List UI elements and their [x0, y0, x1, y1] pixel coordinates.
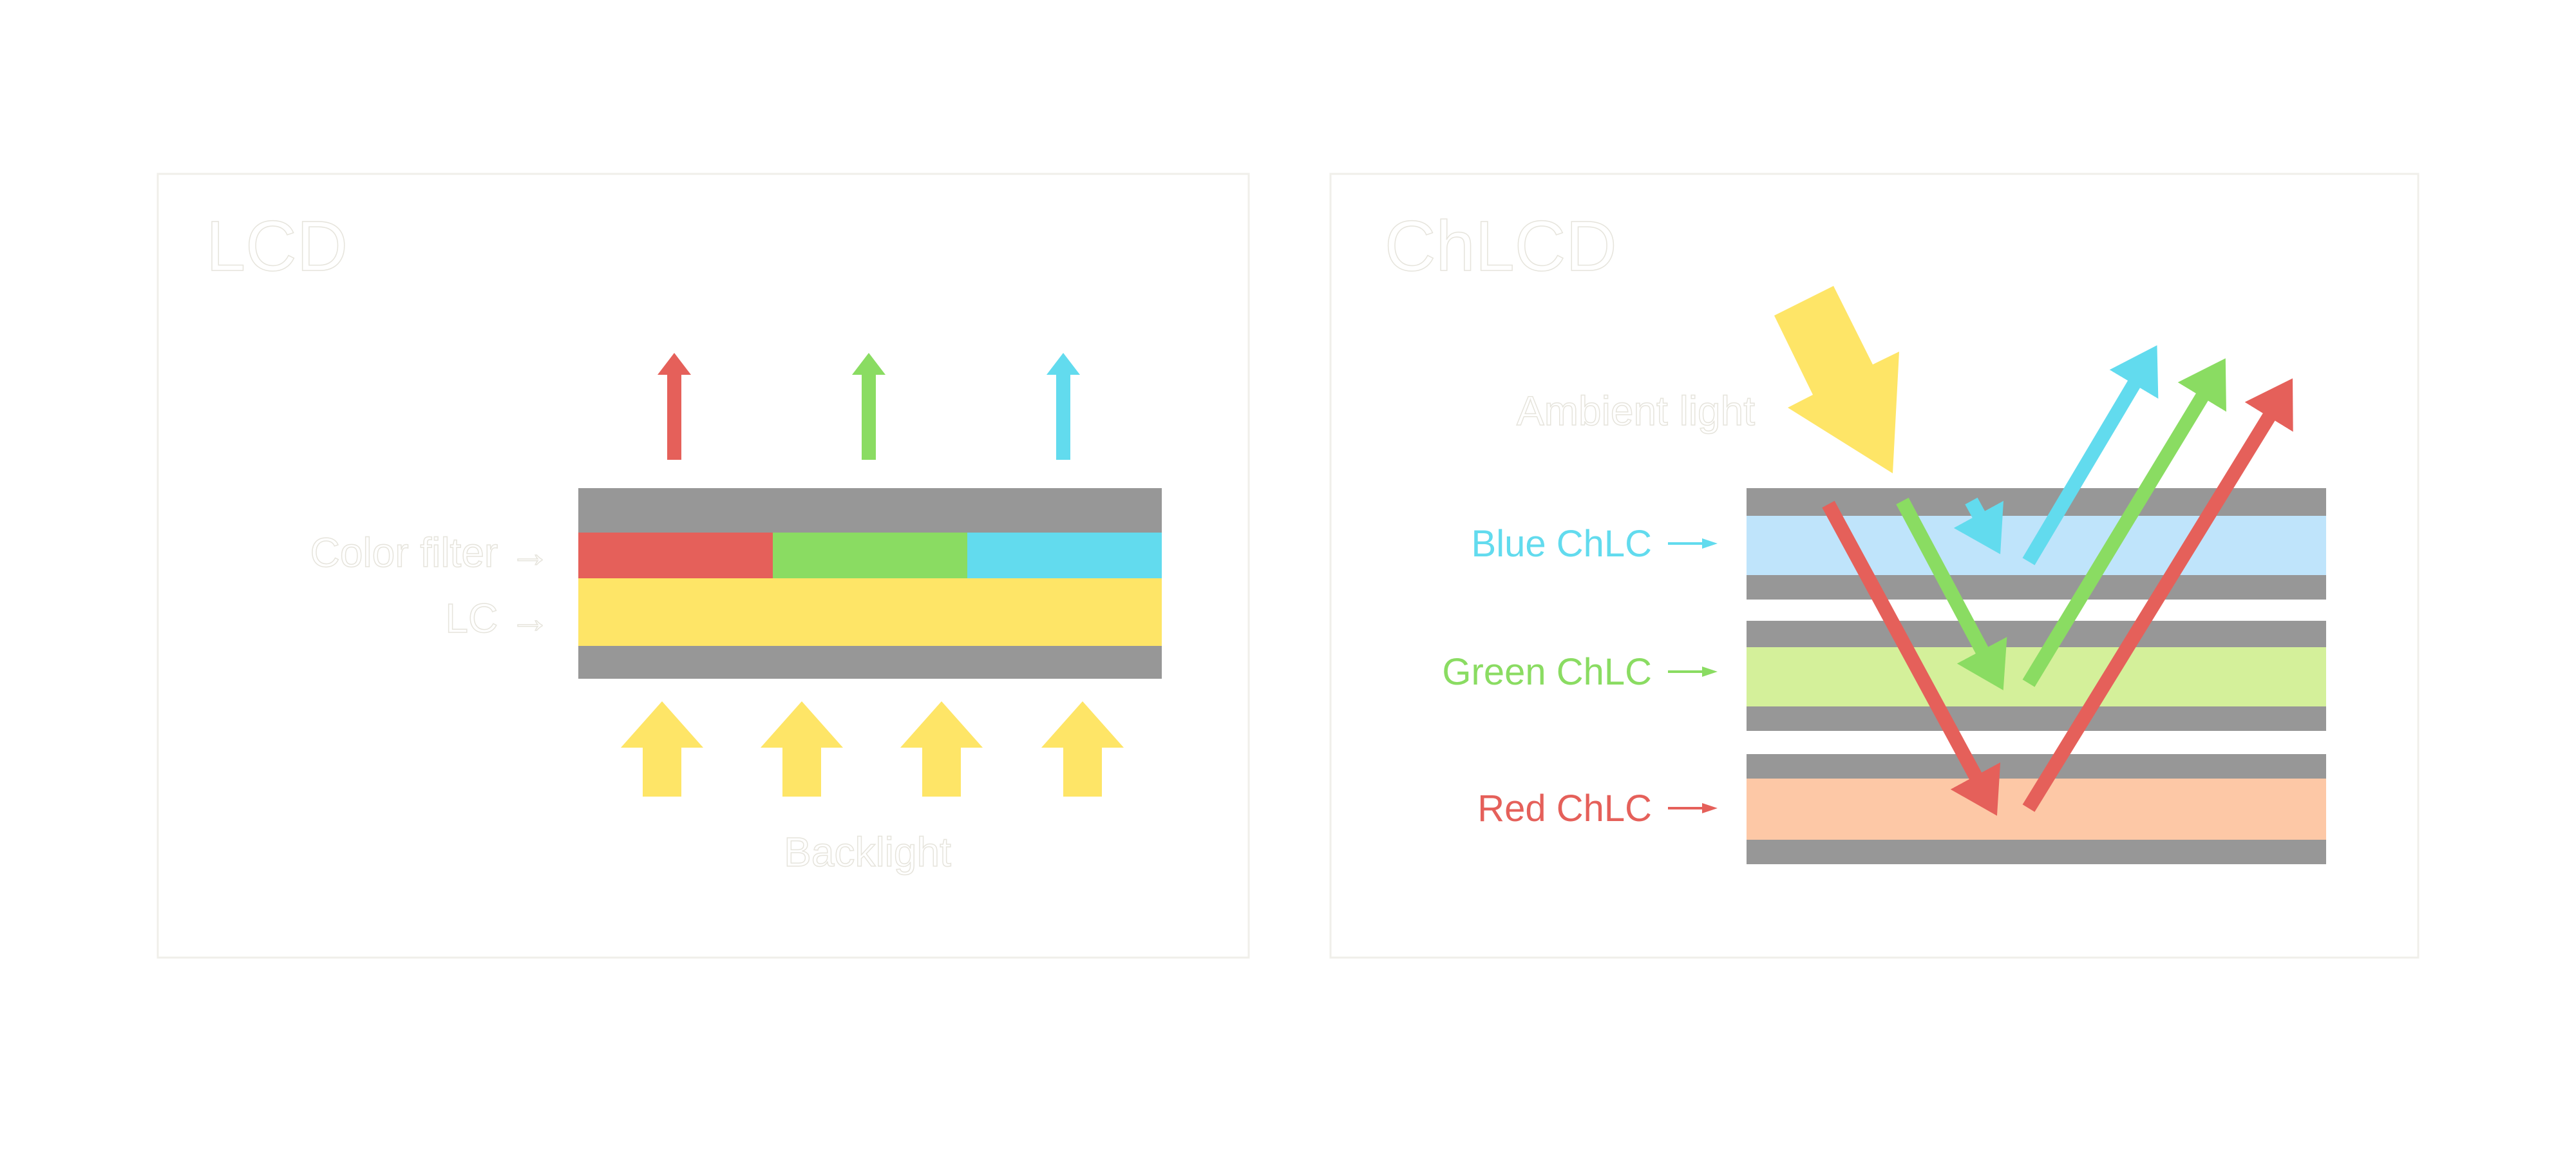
lc-layer [578, 578, 1162, 646]
backlight-label: Backlight [784, 829, 951, 875]
bottom-glass-layer [578, 646, 1162, 679]
glass-layer [1747, 575, 2326, 600]
blue-arrowhead-icon [1046, 353, 1080, 375]
lcd-title: LCD [206, 207, 348, 286]
green-arrowhead-icon [852, 353, 886, 375]
lcd-output-arrows [658, 353, 1080, 460]
chlcd-panel: ChLCD Ambient light Blue ChLC Green ChLC… [1329, 173, 2420, 959]
backlight-arrow-icon [900, 701, 983, 797]
red-output-arrow [667, 374, 681, 460]
ambient-light-arrow-icon [1774, 286, 1899, 473]
layer-labels: Blue ChLC Green ChLC Red ChLC [1442, 523, 1718, 829]
blue-output-arrow [1056, 374, 1070, 460]
blue-incident-arrow [1953, 497, 2003, 554]
glass-layer [1747, 754, 2326, 779]
top-glass-layer [578, 488, 1162, 533]
glass-layer [1747, 621, 2326, 647]
backlight-arrow-icon [761, 701, 843, 797]
red-reflected-arrow [2022, 378, 2293, 812]
blue-reflected-arrow [2022, 345, 2159, 565]
backlight-arrow-icon [1041, 701, 1124, 797]
reflection-arrows [1822, 345, 2293, 816]
green-filter [773, 533, 967, 578]
chlcd-title: ChLCD [1385, 207, 1617, 286]
glass-layer [1747, 706, 2326, 731]
red-incident-arrow [1822, 500, 2001, 816]
lc-label: LC → [445, 595, 551, 641]
green-chlc-label: Green ChLC [1442, 651, 1652, 693]
ambient-light-label: Ambient light [1517, 388, 1755, 434]
lcd-panel: LCD Color filter → LC → Backlight [156, 173, 1250, 959]
blue-chlc-label: Blue ChLC [1472, 523, 1652, 565]
red-filter [578, 533, 773, 578]
lcd-stack [578, 488, 1162, 679]
green-output-arrow [862, 374, 876, 460]
green-incident-arrow [1896, 497, 2007, 690]
backlight-arrows [621, 701, 1124, 797]
glass-layer [1747, 840, 2326, 864]
color-filter-label: Color filter → [310, 529, 551, 576]
red-chlc-label: Red ChLC [1477, 788, 1652, 829]
backlight-arrow-icon [621, 701, 703, 797]
green-reflected-arrow [2022, 358, 2226, 687]
blue-filter [967, 533, 1162, 578]
red-arrowhead-icon [658, 353, 691, 375]
